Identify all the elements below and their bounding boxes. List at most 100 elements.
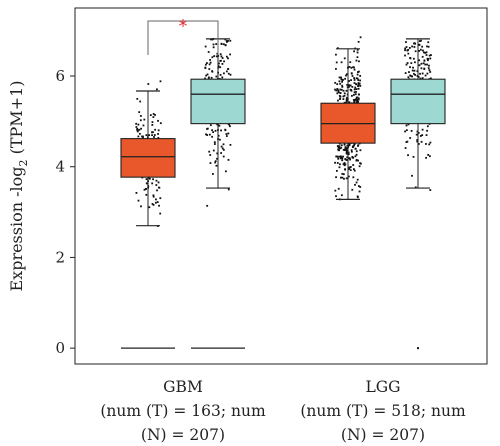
lgg-normal-point [425,143,427,145]
lgg-tumor-point [345,101,348,104]
gbm-tumor-point [152,178,154,181]
lgg-normal-point [421,134,424,137]
lgg-tumor-point [355,99,358,101]
lgg-normal-point [426,129,429,132]
gbm-normal-point [225,41,228,43]
lgg-tumor-point [354,155,357,158]
lgg-tumor-point [348,65,351,68]
gbm-normal-point [223,60,225,63]
lgg-tumor-point [341,80,343,83]
lgg-normal-point [406,62,409,64]
lgg-tumor-point [345,98,348,101]
lgg-normal-point [426,45,428,48]
lgg-normal-point [405,141,408,144]
lgg-normal-point [412,72,415,75]
lgg-normal-point [416,140,419,143]
lgg-normal-point [407,52,410,55]
lgg-tumor-point [358,165,361,168]
gbm-normal-point [220,43,223,45]
lgg-normal-point [410,75,413,77]
gbm-normal-point [208,63,211,66]
lgg-tumor-point [360,162,362,165]
gbm-normal-point [217,134,220,137]
lgg-tumor-point [356,178,359,181]
lgg-tumor-point [342,89,345,92]
lgg-normal-point [419,72,421,75]
lgg-tumor-point [350,149,353,152]
boxes [120,38,446,349]
lgg-normal-point [416,70,419,73]
gbm-normal-point [211,129,213,132]
lgg-tumor-point [349,166,352,168]
lgg-tumor-point [345,74,347,77]
gbm-normal-point [227,40,229,42]
lgg-normal-point [420,140,423,143]
lgg-normal-point [417,75,420,78]
lgg-normal-point [411,69,414,72]
lgg-tumor-point [343,164,346,167]
lgg-tumor-point [355,150,358,153]
lgg-normal-point [429,189,432,191]
lgg-tumor-point [355,77,358,80]
gbm-normal-point [227,158,230,161]
gbm-normal-point [221,63,224,65]
gbm-normal-point [209,154,212,156]
lgg-normal-point [429,141,432,144]
gbm-tumor-point [145,134,148,137]
lgg-tumor-point [346,73,348,76]
gbm-normal-point [215,75,218,78]
lgg-normal-zero-point [417,347,419,350]
lgg-normal-point [418,64,421,67]
gbm-normal-point [206,204,209,207]
gbm-tumor-point [137,135,140,138]
gbm-tumor-point [159,80,162,83]
lgg-normal-point [425,54,428,56]
lgg-tumor-point [352,98,355,101]
lgg-tumor-point [348,84,351,87]
lgg-normal-point [427,41,430,44]
lgg-tumor-point [359,149,362,152]
lgg-tumor-point [353,91,356,94]
gbm-tumor-point [158,186,161,189]
lgg-normal-point [419,135,422,137]
y-axis: 0 2 4 6 [55,67,75,357]
lgg-tumor-point [339,163,341,166]
lgg-tumor-point [335,195,337,198]
lgg-normal-point [409,66,411,69]
lgg-tumor-point [351,145,354,148]
gbm-normal-point [211,70,214,73]
gbm-tumor-point [137,123,140,126]
gbm-normal-point [217,65,220,68]
lgg-tumor-point [336,145,339,148]
lgg-tumor-point [355,159,358,162]
lgg-normal-point [425,156,428,159]
lgg-tumor-point [352,93,355,96]
lgg-tumor-point [349,158,351,161]
lgg-tumor-point [340,76,342,79]
gbm-normal-point [224,38,227,41]
lgg-normal-point [424,63,427,66]
gbm-tumor-point [158,204,160,207]
gbm-tumor-point [138,128,141,131]
gbm-normal-point [218,138,221,141]
y-axis-title-main: Expression -log [7,166,26,291]
lgg-tumor-point [345,177,348,180]
lgg-tumor-point [355,59,358,62]
gbm-tumor-point [156,189,158,192]
lgg-tumor-point [359,36,362,39]
lgg-tumor-point [357,185,360,187]
lgg-normal-point [414,186,417,189]
lgg-normal-point [424,51,427,54]
gbm-tumor-point [157,137,160,139]
lgg-tumor-point [357,97,360,100]
lgg-tumor-point [338,149,340,152]
lgg-tumor-point [342,148,345,151]
gbm-tumor-point [137,199,140,202]
gbm-normal-point [221,76,224,79]
gbm-tumor-point [159,212,162,215]
gbm-normal-point [213,143,216,145]
lgg-tumor-point [350,72,353,75]
gbm-normal-point [208,68,211,70]
lgg-normal-point [413,42,415,45]
gbm-normal-point [212,131,215,134]
